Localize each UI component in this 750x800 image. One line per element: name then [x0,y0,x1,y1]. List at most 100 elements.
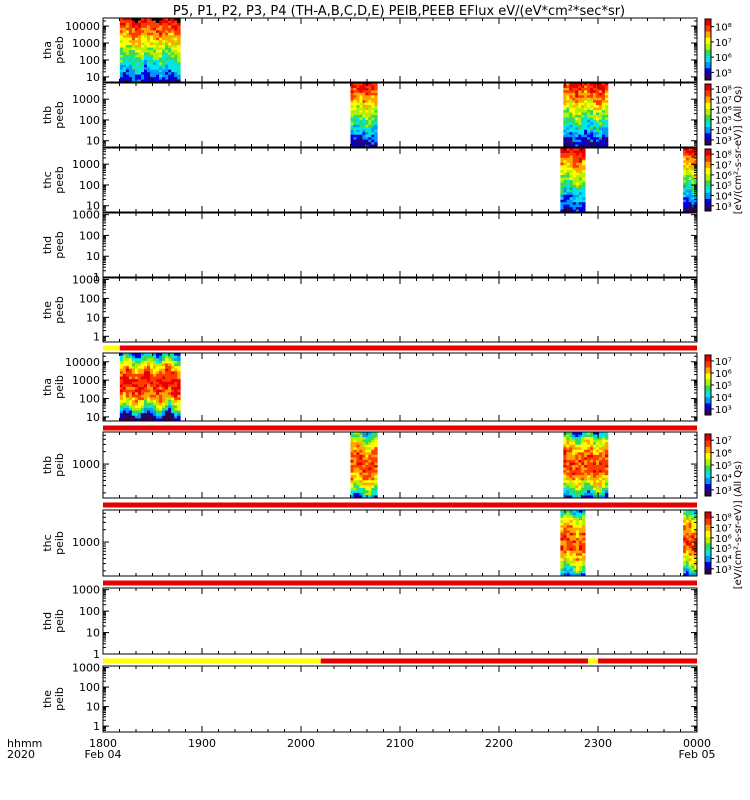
colorbar-swatch [705,197,711,199]
flux-cell [147,72,151,76]
flux-cell [153,360,157,364]
flux-cell [159,64,163,68]
flux-cell [147,387,151,391]
flux-cell [582,189,586,193]
flux-cell [578,142,582,145]
flux-cell [584,110,588,113]
flux-cell [119,62,124,66]
flux-cell [365,117,369,121]
flux-cell [174,18,178,21]
flux-cell [353,102,357,106]
flux-cell [575,467,579,471]
flux-cell [563,177,567,181]
flux-cell [590,472,594,476]
flux-cell [165,32,169,36]
flux-cell [365,110,369,113]
flux-cell [683,160,687,164]
flux-cell [362,444,366,448]
flux-cell [168,37,172,41]
flux-cell [153,381,157,385]
flux-cell [177,410,181,414]
flux-cell [365,139,369,143]
flux-cell [174,37,178,41]
flux-cell [575,172,580,176]
flux-cell [174,392,178,396]
colorbar-tick-label: 10⁸ [715,150,732,161]
flux-cell [694,197,698,201]
flux-cell [685,192,690,196]
flux-cell [694,537,698,541]
flux-cell [143,77,148,80]
flux-cell [137,376,142,380]
flux-cell [572,543,577,546]
flux-cell [374,92,378,96]
flux-cell [174,67,178,71]
flux-cell [593,122,597,126]
flux-cell [601,490,606,494]
flux-cell [171,355,175,359]
flux-cell [171,392,175,396]
flux-cell [572,87,576,91]
flux-cell [134,368,139,372]
flux-cell [569,129,573,133]
flux-cell [150,415,154,419]
flux-cell [134,20,139,24]
flux-cell [143,402,148,406]
flux-cell [683,537,687,541]
flux-cell [598,439,603,443]
flux-cell [159,52,163,56]
flux-cell [575,543,580,546]
colorbar-swatch [705,395,711,398]
flux-cell [137,413,142,417]
flux-cell [578,482,582,486]
flux-cell [566,532,571,536]
flux-cell [177,54,181,58]
flux-cell [140,27,145,31]
flux-cell [691,535,695,539]
flux-cell [168,52,172,56]
flux-cell [598,132,603,136]
flux-cell [575,444,579,448]
flux-cell [128,415,133,419]
flux-cell [688,548,692,552]
flux-cell [566,565,571,569]
flux-cell [572,570,577,574]
flux-cell [596,95,600,99]
flux-cell [683,209,687,213]
flux-cell [563,540,567,544]
flux-cell [590,480,594,484]
flux-cell [153,18,157,21]
flux-cell [685,160,690,164]
flux-cell [350,119,354,123]
flux-cell [578,132,582,136]
colorbar-swatch [705,447,711,450]
flux-cell [563,467,567,471]
y-label-probe: tha [41,41,54,59]
flux-cell [593,447,597,451]
flux-cell [560,545,564,549]
flux-cell [593,107,597,111]
colorbar-swatch [705,469,711,472]
flux-cell [177,368,181,372]
flux-cell [147,392,151,396]
flux-cell [350,475,354,479]
flux-cell [569,172,574,176]
flux-cell [162,72,166,76]
flux-cell [590,475,594,479]
flux-cell [162,400,166,404]
flux-cell [604,132,609,136]
flux-cell [365,97,369,101]
flux-cell [143,54,148,58]
flux-cell [353,475,357,479]
flux-cell [368,110,372,113]
colorbar-swatch [705,162,711,165]
flux-cell [374,139,378,143]
flux-cell [563,515,567,519]
flux-cell [598,454,603,458]
flux-cell [688,202,692,206]
flux-cell [128,373,133,377]
flux-cell [685,204,690,208]
flux-cell [122,50,127,53]
flux-cell [582,197,586,201]
flux-cell [575,548,580,552]
